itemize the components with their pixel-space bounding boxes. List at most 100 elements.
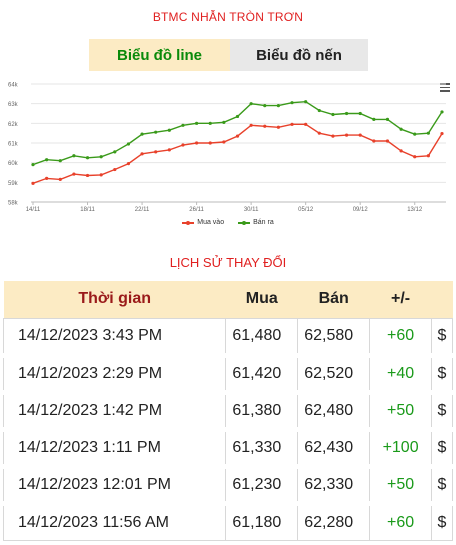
sell-data-point <box>317 108 321 113</box>
buy-data-point <box>72 172 76 176</box>
y-tick-label: 64k <box>8 83 19 89</box>
sell-data-point <box>413 132 417 136</box>
y-tick-label: 59k <box>8 181 19 187</box>
chart-legend: Mua vào Bán ra <box>0 219 456 226</box>
buy-data-point <box>263 124 267 128</box>
sell-data-point <box>208 121 212 125</box>
buy-data-point <box>290 122 294 126</box>
buy-data-point <box>154 150 158 154</box>
buy-data-point <box>222 140 226 144</box>
row-time: 14/12/2023 12:01 PM <box>2 463 227 504</box>
row-buy: 61,330 <box>225 426 299 467</box>
legend-item-sell[interactable]: Bán ra <box>238 219 274 226</box>
row-sell: 62,430 <box>297 426 371 467</box>
buy-data-point <box>440 131 444 136</box>
tab-candlestick-chart[interactable]: Biểu đồ nến <box>230 39 368 71</box>
sell-series-line <box>32 100 443 166</box>
header-sell: Bán <box>297 281 370 318</box>
row-change: +60 <box>369 500 433 541</box>
legend-item-buy[interactable]: Mua vào <box>182 219 224 226</box>
legend-buy-marker <box>182 220 195 226</box>
x-tick-label: 22/11 <box>135 207 150 213</box>
legend-sell-marker <box>238 220 251 226</box>
x-tick-label: 26/11 <box>189 207 204 213</box>
header-change: +/- <box>369 281 432 318</box>
buy-data-point <box>399 149 403 153</box>
row-time: 14/12/2023 1:11 PM <box>2 426 227 467</box>
row-change: +100 <box>369 426 433 467</box>
buy-data-point <box>140 152 144 156</box>
table-row: 14/12/2023 11:56 AM 61,180 62,280 +60 $ <box>2 500 453 541</box>
table-row: 14/12/2023 1:42 PM 61,380 62,480 +50 $ <box>2 389 453 430</box>
row-time: 14/12/2023 1:42 PM <box>2 389 227 430</box>
x-tick-label: 13/12 <box>407 207 423 213</box>
row-sell: 62,280 <box>297 500 371 541</box>
sell-data-point <box>140 132 144 136</box>
page-title: BTMC NHẪN TRÒN TRƠN <box>152 10 304 24</box>
buy-data-point <box>249 123 253 127</box>
sell-data-point <box>372 117 376 121</box>
row-time: 14/12/2023 2:29 PM <box>2 352 227 393</box>
chart-type-tabs: Biểu đồ line Biểu đồ nến <box>89 39 368 71</box>
sell-data-point <box>154 130 158 134</box>
x-tick-label: 30/11 <box>244 207 259 213</box>
row-dollar: $ <box>431 389 453 430</box>
buy-data-point <box>195 141 199 145</box>
sell-data-point <box>31 163 35 167</box>
sell-data-point <box>426 131 430 135</box>
sell-data-point <box>331 112 335 117</box>
row-dollar: $ <box>431 317 453 356</box>
sell-data-point <box>195 121 199 125</box>
sell-data-point <box>72 154 76 158</box>
y-tick-label: 61k <box>8 142 19 148</box>
buy-data-point <box>358 133 362 137</box>
row-buy: 61,230 <box>225 463 299 504</box>
buy-data-point <box>276 125 280 129</box>
sell-data-point <box>249 102 253 106</box>
sell-data-point <box>276 104 280 108</box>
row-change: +50 <box>369 389 433 430</box>
table-row: 14/12/2023 12:01 PM 61,230 62,330 +50 $ <box>2 463 453 504</box>
sell-data-point <box>167 128 171 132</box>
row-sell: 62,330 <box>297 463 371 504</box>
row-buy: 61,180 <box>225 500 299 541</box>
tab-line-chart[interactable]: Biểu đồ line <box>89 39 230 71</box>
buy-data-point <box>31 181 35 185</box>
buy-data-point <box>317 131 321 135</box>
sell-data-point <box>99 155 103 159</box>
price-history-table: Thời gian Mua Bán +/- 14/12/2023 3:43 PM… <box>2 281 453 541</box>
table-header-row: Thời gian Mua Bán +/- <box>3 281 453 318</box>
row-change: +40 <box>369 352 433 393</box>
header-time: Thời gian <box>3 281 226 318</box>
row-dollar: $ <box>431 463 453 504</box>
header-buy: Mua <box>225 281 298 318</box>
sell-data-point <box>304 100 308 104</box>
table-row: 14/12/2023 1:11 PM 61,330 62,430 +100 $ <box>2 426 453 467</box>
sell-data-point <box>440 110 444 114</box>
sell-data-point <box>126 142 131 146</box>
sell-data-point <box>58 159 62 163</box>
y-tick-label: 58k <box>8 201 19 207</box>
row-change: +60 <box>369 317 433 356</box>
x-tick-label: 18/11 <box>80 207 95 213</box>
row-buy: 61,420 <box>225 352 299 393</box>
row-time: 14/12/2023 11:56 AM <box>2 500 227 541</box>
buy-data-point <box>208 141 212 145</box>
row-change: +50 <box>369 463 433 504</box>
header-extra <box>431 281 453 318</box>
sell-data-point <box>358 111 362 116</box>
sell-data-point <box>263 104 267 108</box>
table-row: 14/12/2023 3:43 PM 61,480 62,580 +60 $ <box>2 317 453 356</box>
row-sell: 62,580 <box>297 317 371 356</box>
row-time: 14/12/2023 3:43 PM <box>2 317 227 356</box>
row-dollar: $ <box>431 352 453 393</box>
sell-data-point <box>344 111 349 116</box>
buy-data-point <box>372 139 376 143</box>
sell-data-point <box>385 117 390 121</box>
sell-data-point <box>235 114 240 119</box>
table-row: 14/12/2023 2:29 PM 61,420 62,520 +40 $ <box>2 352 453 393</box>
x-tick-label: 09/12 <box>353 207 369 213</box>
buy-data-point <box>126 162 131 166</box>
buy-data-point <box>331 134 335 138</box>
buy-data-point <box>304 122 308 126</box>
